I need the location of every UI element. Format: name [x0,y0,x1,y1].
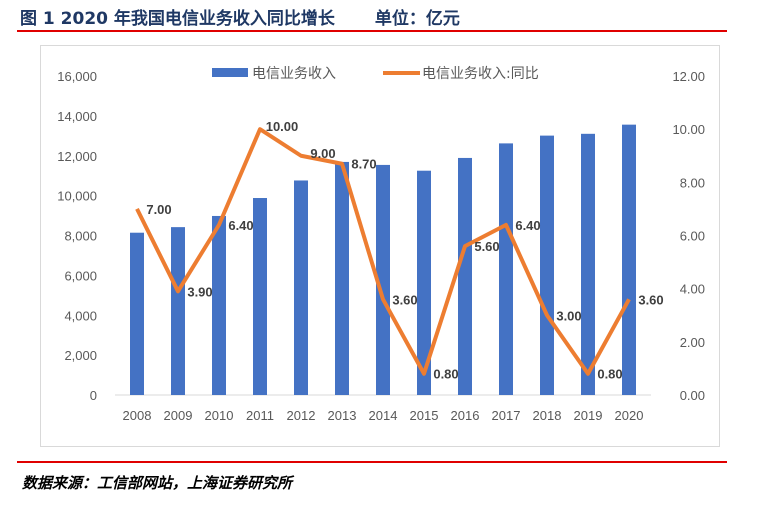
bar [581,133,595,395]
x-tick-label: 2010 [205,408,234,423]
x-tick-label: 2015 [410,408,439,423]
data-label: 0.80 [597,367,622,382]
left-tick-label: 12,000 [57,149,97,164]
legend-bar-label: 电信业务收入 [252,66,336,82]
data-label: 9.00 [310,146,335,161]
data-label: 3.90 [187,284,212,299]
right-tick-label: 6.00 [680,229,705,244]
bottom-divider [17,461,727,463]
top-divider [17,30,727,32]
data-label: 10.00 [266,119,299,134]
bar [130,232,144,395]
right-tick-label: 10.00 [672,122,705,137]
right-tick-label: 4.00 [680,282,705,297]
bar [212,215,226,395]
bar [458,157,472,395]
x-tick-label: 2011 [246,408,274,423]
right-tick-label: 12.00 [672,69,705,84]
bar [335,161,349,395]
x-tick-label: 2018 [533,408,562,423]
bar [376,164,390,395]
data-label: 3.00 [556,308,581,323]
bar [253,198,267,395]
bar [294,180,308,395]
x-tick-label: 2013 [328,408,357,423]
data-label: 7.00 [146,202,171,217]
left-tick-label: 6,000 [64,268,97,283]
unit-label: 单位：亿元 [374,9,460,29]
bar [622,124,636,396]
x-tick-label: 2009 [164,408,193,423]
right-tick-label: 2.00 [680,335,705,350]
left-tick-label: 2,000 [64,348,97,363]
left-tick-label: 8,000 [64,229,97,244]
x-tick-label: 2014 [369,408,398,423]
bar [499,143,513,395]
bar [171,227,185,395]
data-label: 5.60 [474,239,499,254]
left-tick-label: 4,000 [64,308,97,323]
x-tick-label: 2020 [615,408,644,423]
x-tick-label: 2008 [123,408,152,423]
bar [540,135,554,395]
right-tick-label: 0.00 [680,388,705,403]
legend-bar-swatch [212,68,248,77]
data-label: 3.60 [638,292,663,307]
left-tick-label: 0 [90,388,97,403]
right-tick-label: 8.00 [680,175,705,190]
data-label: 3.60 [392,292,417,307]
data-label: 6.40 [515,218,540,233]
data-label: 8.70 [351,157,376,172]
bar [417,170,431,395]
data-label: 6.40 [228,218,253,233]
data-label: 0.80 [433,367,458,382]
title-text: 图 1 2020 年我国电信业务收入同比增长 [20,9,335,29]
chart-frame [40,45,720,447]
source-note: 数据来源：工信部网站，上海证券研究所 [22,474,293,492]
x-tick-label: 2017 [492,408,521,423]
left-tick-label: 16,000 [57,69,97,84]
x-tick-label: 2019 [574,408,603,423]
left-tick-label: 10,000 [57,189,97,204]
legend-line-label: 电信业务收入:同比 [422,66,539,82]
x-tick-label: 2016 [451,408,480,423]
left-tick-label: 14,000 [57,109,97,124]
figure-title: 图 1 2020 年我国电信业务收入同比增长 单位：亿元 [20,4,460,29]
x-tick-label: 2012 [287,408,316,423]
